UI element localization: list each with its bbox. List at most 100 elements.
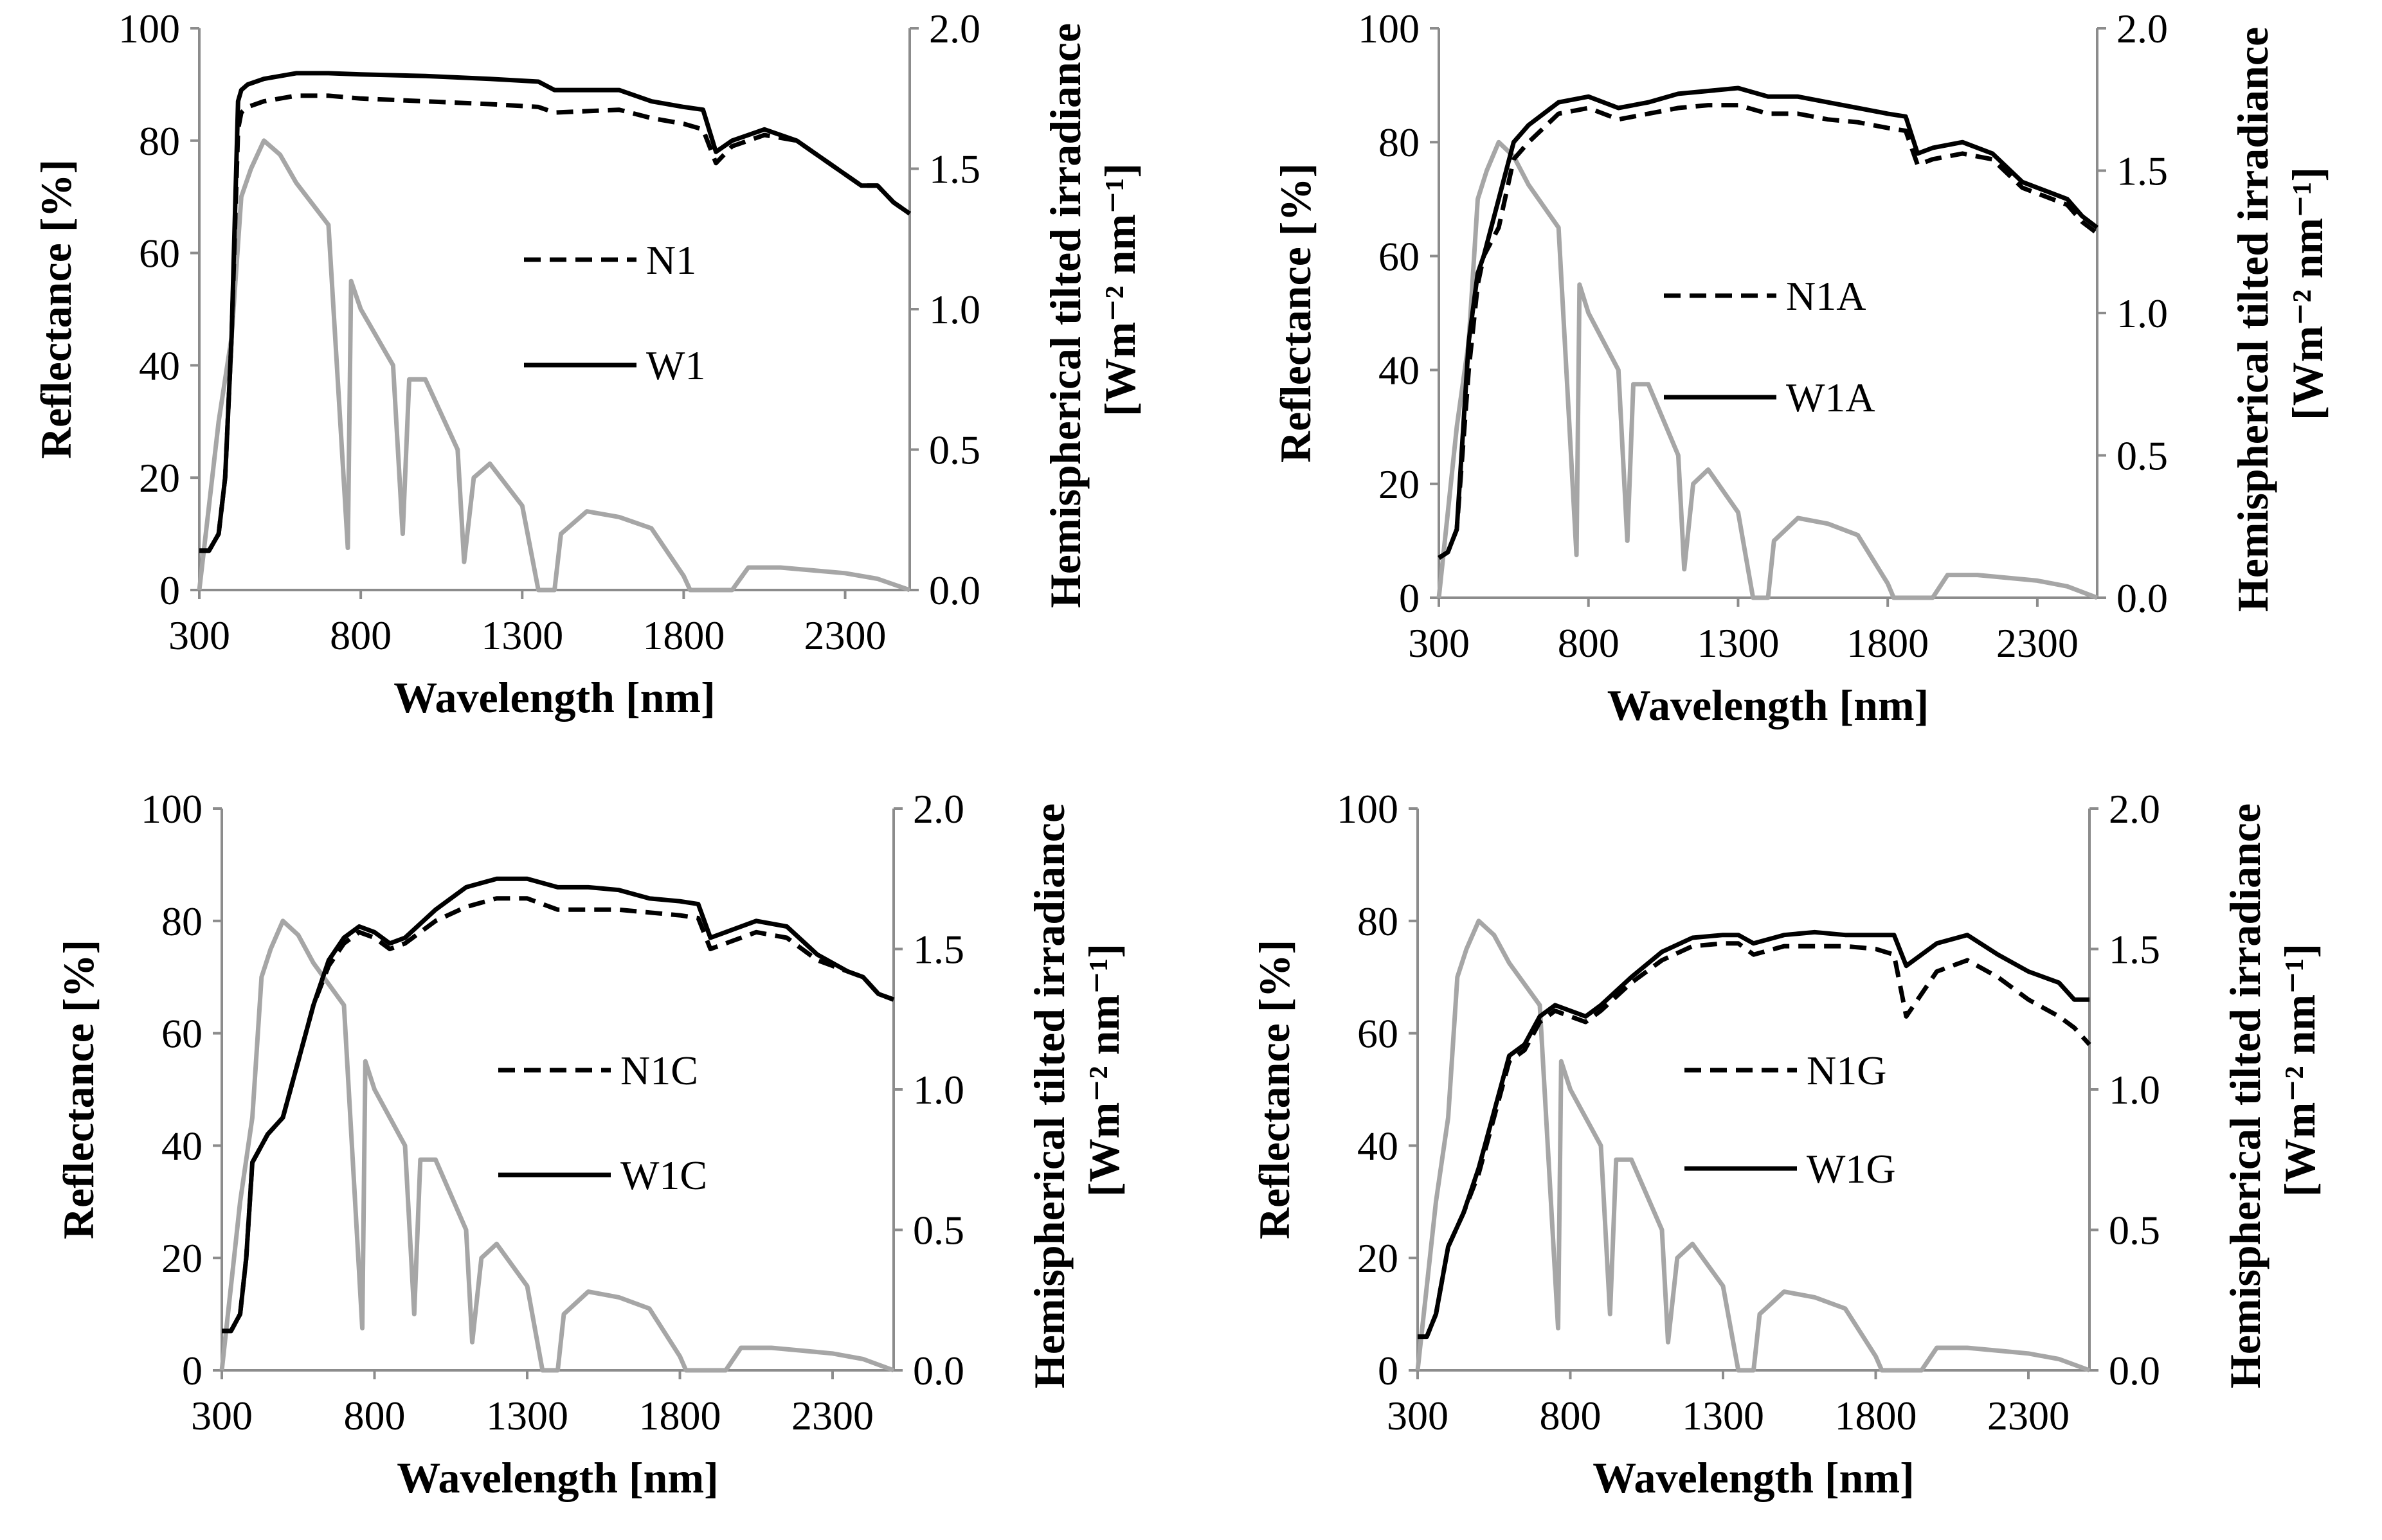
y2-tick-label: 0.0 xyxy=(2116,575,2168,621)
y-tick-label: 40 xyxy=(1357,1123,1398,1168)
series-line-w1a xyxy=(1438,85,2099,560)
irradiance-line xyxy=(1436,139,2098,600)
y2-tick-label: 0.5 xyxy=(929,427,980,473)
legend-label-w1c: W1C xyxy=(620,1152,707,1198)
x-tick-label: 1300 xyxy=(1682,1393,1764,1438)
series-line-w1c xyxy=(222,876,895,1334)
chart-panel-1: 0 20 40 60 80 100 0.0 0.5 1.0 1.5 2.0 300 800 1300 180… xyxy=(32,6,1144,722)
x-tick-label: 1300 xyxy=(1697,620,1779,666)
y2-tick-label: 1.5 xyxy=(2116,148,2168,194)
y-tick-label: 0 xyxy=(182,1348,203,1393)
x-tick-label: 1800 xyxy=(639,1393,721,1438)
y2-tick-label: 1.0 xyxy=(929,287,980,332)
y2-tick-label: 2.0 xyxy=(929,6,980,51)
y-tick-label: 100 xyxy=(118,6,180,51)
y-axis-title: Reflectance [%] xyxy=(54,940,103,1239)
series-line-w1 xyxy=(199,71,912,553)
x-tick-label: 300 xyxy=(1387,1393,1448,1438)
x-tick-label: 300 xyxy=(168,613,230,658)
y-axis-title: Reflectance [%] xyxy=(1250,940,1299,1239)
x-tick-label: 800 xyxy=(330,613,392,658)
x-tick-label: 300 xyxy=(1408,620,1470,666)
y-tick-label: 60 xyxy=(139,231,180,276)
y-tick-label: 80 xyxy=(161,899,203,944)
y2-tick-label: 0.5 xyxy=(913,1208,964,1253)
legend-label-n1a: N1A xyxy=(1786,273,1866,319)
y-tick-label: 0 xyxy=(1399,575,1420,621)
y2-tick-label: 0.5 xyxy=(2109,1208,2160,1253)
legend-label-w1a: W1A xyxy=(1786,375,1875,420)
y-tick-label: 80 xyxy=(1357,899,1398,944)
y2-axis-title: Hemispherical tilted irradiance xyxy=(1041,23,1090,608)
y2-axis-title: Hemispherical tilted irradiance xyxy=(2221,803,2269,1388)
y-tick-label: 40 xyxy=(1378,348,1420,393)
x-tick-label: 1300 xyxy=(481,613,563,658)
y2-tick-label: 2.0 xyxy=(913,786,964,832)
y-tick-label: 0 xyxy=(159,568,180,613)
x-tick-label: 2300 xyxy=(804,613,887,658)
legend-label-n1g: N1G xyxy=(1807,1048,1886,1093)
chart-panel-2: 0 20 40 60 80 100 0.0 0.5 1.0 1.5 2.0 300 800 1300 180… xyxy=(1271,6,2332,730)
y-tick-label: 80 xyxy=(139,118,180,164)
x-tick-label: 2300 xyxy=(1996,620,2079,666)
x-tick-label: 300 xyxy=(191,1393,253,1438)
chart-panel-3: 0 20 40 60 80 100 0.0 0.5 1.0 1.5 2.0 300 800 1300 180… xyxy=(54,786,1128,1502)
chart-panel-4: 0 20 40 60 80 100 0.0 0.5 1.0 1.5 2.0 300 800 1300 180… xyxy=(1250,786,2324,1502)
legend-label-n1: N1 xyxy=(646,237,696,283)
y2-axis-title: Hemispherical tilted irradiance xyxy=(2228,27,2277,612)
x-tick-label: 1800 xyxy=(1835,1393,1917,1438)
x-tick-label: 1800 xyxy=(642,613,725,658)
series-line-n1a xyxy=(1438,103,2099,560)
x-tick-label: 800 xyxy=(344,1393,406,1438)
y2-axis-unit: [Wm⁻² nm⁻¹] xyxy=(2283,167,2332,420)
legend-label-w1: W1 xyxy=(646,343,705,388)
y-tick-label: 60 xyxy=(1357,1011,1398,1057)
legend-label-n1c: N1C xyxy=(620,1048,698,1093)
series-line-n1 xyxy=(199,93,912,553)
y2-tick-label: 0.0 xyxy=(2109,1348,2160,1393)
y2-tick-label: 0.0 xyxy=(913,1348,964,1393)
y2-tick-label: 1.0 xyxy=(2109,1067,2160,1113)
y-tick-label: 20 xyxy=(1357,1235,1398,1281)
y-tick-label: 100 xyxy=(141,786,203,832)
x-tick-label: 2300 xyxy=(1987,1393,2070,1438)
series-line-w1g xyxy=(1418,929,2089,1339)
x-tick-label: 1300 xyxy=(486,1393,568,1438)
y2-tick-label: 1.0 xyxy=(2116,291,2168,336)
x-axis-title: Wavelength [nm] xyxy=(1607,681,1929,730)
y-axis-title: Reflectance [%] xyxy=(32,159,80,459)
y2-tick-label: 1.5 xyxy=(929,147,980,192)
y-tick-label: 40 xyxy=(139,343,180,388)
legend-label-w1g: W1G xyxy=(1807,1146,1896,1192)
y2-tick-label: 0.5 xyxy=(2116,433,2168,479)
y2-axis-unit: [Wm⁻² nm⁻¹] xyxy=(1096,163,1144,416)
y-tick-label: 100 xyxy=(1358,6,1420,51)
x-tick-label: 2300 xyxy=(791,1393,874,1438)
y2-tick-label: 0.0 xyxy=(929,568,980,613)
y-tick-label: 20 xyxy=(139,455,180,501)
y2-tick-label: 1.5 xyxy=(913,927,964,972)
y2-axis-title: Hemispherical tilted irradiance xyxy=(1025,803,1074,1388)
y-tick-label: 60 xyxy=(161,1011,203,1057)
y2-tick-label: 1.5 xyxy=(2109,927,2160,972)
y-tick-label: 0 xyxy=(1378,1348,1398,1393)
x-tick-label: 800 xyxy=(1540,1393,1602,1438)
y2-tick-label: 2.0 xyxy=(2116,6,2168,51)
y-tick-label: 20 xyxy=(1378,461,1420,507)
y-tick-label: 20 xyxy=(161,1235,203,1281)
x-tick-label: 800 xyxy=(1558,620,1620,666)
irradiance-line xyxy=(219,918,895,1373)
y2-tick-label: 1.0 xyxy=(913,1067,964,1113)
y-tick-label: 100 xyxy=(1337,786,1398,832)
y2-tick-label: 2.0 xyxy=(2109,786,2160,832)
x-axis-title: Wavelength [nm] xyxy=(393,673,716,722)
irradiance-line xyxy=(1415,918,2091,1373)
series-line-n1g xyxy=(1418,941,2091,1339)
y-tick-label: 60 xyxy=(1378,233,1420,279)
y2-axis-unit: [Wm⁻² nm⁻¹] xyxy=(1079,944,1128,1197)
y2-axis-unit: [Wm⁻² nm⁻¹] xyxy=(2275,944,2324,1197)
series-line-n1c xyxy=(222,896,895,1334)
x-axis-title: Wavelength [nm] xyxy=(397,1453,719,1502)
